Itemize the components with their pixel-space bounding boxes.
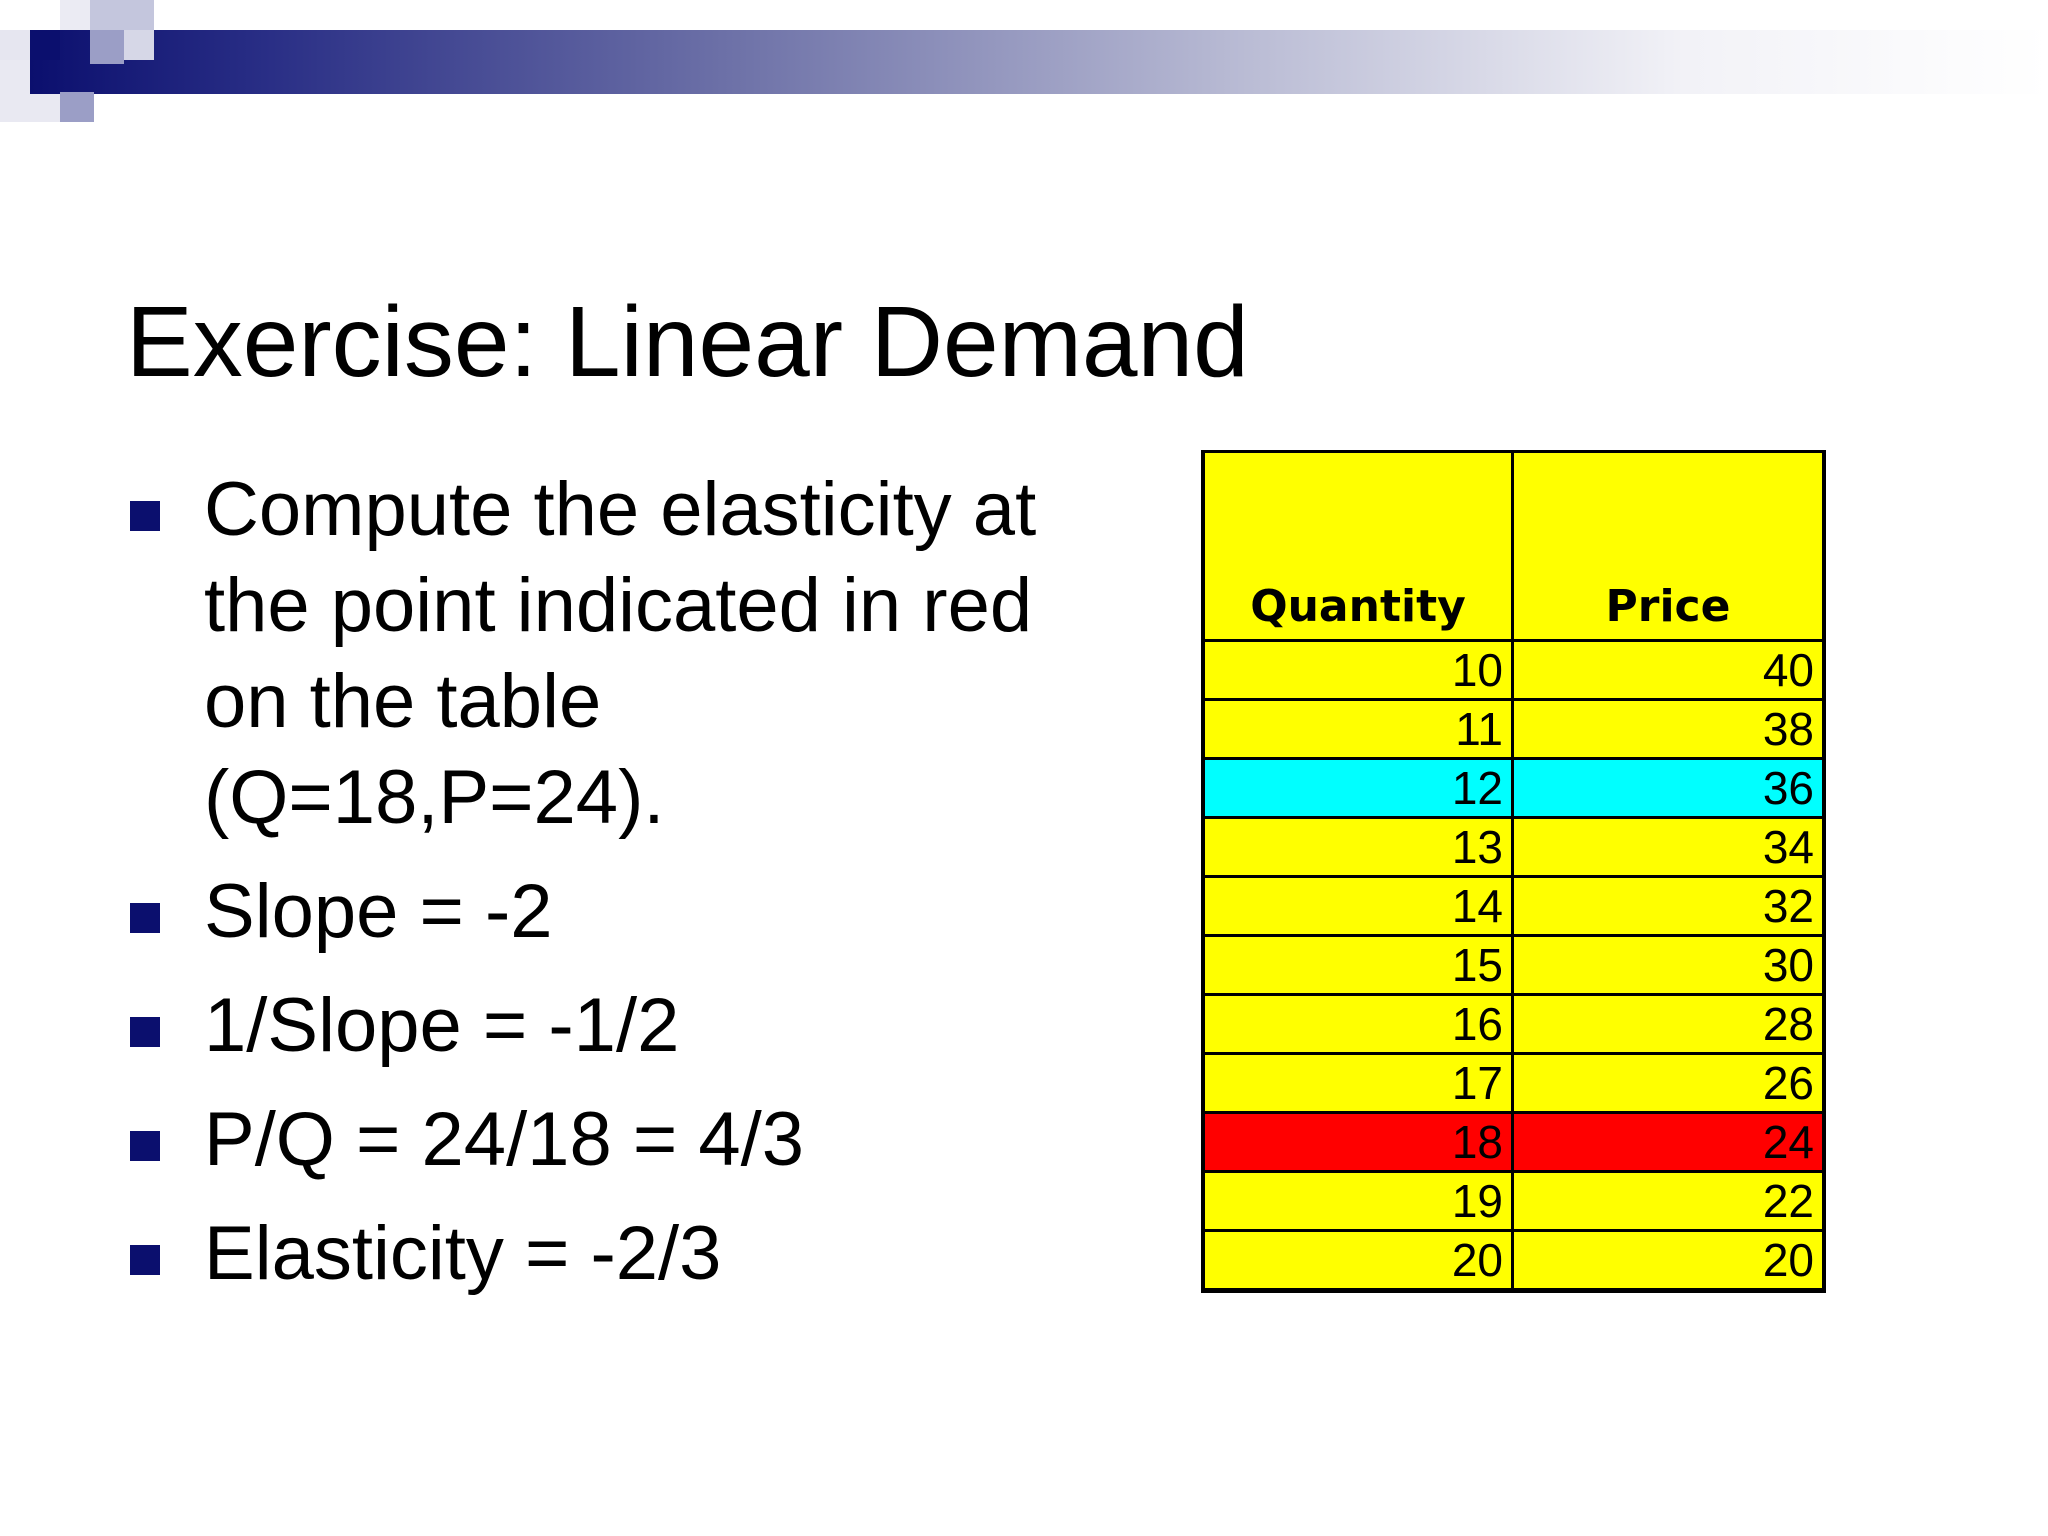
decorative-square	[60, 0, 90, 30]
bullet-text: 1/Slope = -1/2	[204, 983, 680, 1068]
decorative-square	[0, 30, 30, 60]
table-row: 14 32	[1201, 875, 1826, 937]
bullet-item: P/Q = 24/18 = 4/3	[128, 1092, 1068, 1188]
table-row-highlighted-red: 18 24	[1201, 1111, 1826, 1173]
slide-title: Exercise: Linear Demand	[126, 286, 1249, 398]
table-row: 17 26	[1201, 1052, 1826, 1114]
price-cell: 28	[1511, 993, 1826, 1055]
price-cell: 38	[1511, 698, 1826, 760]
bullet-text: P/Q = 24/18 = 4/3	[204, 1097, 804, 1182]
quantity-cell: 19	[1201, 1170, 1514, 1232]
table-row: 13 34	[1201, 816, 1826, 878]
table-body: 10 40 11 38 12 36 13 34 14 32 15 30	[1201, 639, 1826, 1293]
quantity-cell: 11	[1201, 698, 1514, 760]
price-cell: 34	[1511, 816, 1826, 878]
quantity-cell: 10	[1201, 639, 1514, 701]
table-row: 11 38	[1201, 698, 1826, 760]
price-cell: 24	[1511, 1111, 1826, 1173]
square-bullet-icon	[130, 501, 160, 531]
bullet-item: 1/Slope = -1/2	[128, 978, 1068, 1074]
table-row-highlighted-cyan: 12 36	[1201, 757, 1826, 819]
price-cell: 22	[1511, 1170, 1826, 1232]
decorative-square	[90, 0, 154, 30]
price-cell: 36	[1511, 757, 1826, 819]
bullet-text: Compute the elasticity at the point indi…	[204, 467, 1037, 840]
price-cell: 30	[1511, 934, 1826, 996]
price-header: Price	[1511, 450, 1826, 642]
price-cell: 32	[1511, 875, 1826, 937]
quantity-cell: 12	[1201, 757, 1514, 819]
square-bullet-icon	[130, 1245, 160, 1275]
square-bullet-icon	[130, 1131, 160, 1161]
price-cell: 20	[1511, 1229, 1826, 1293]
decorative-square	[30, 30, 60, 60]
table-header-row: Quantity Price	[1201, 450, 1826, 642]
demand-table: Quantity Price 10 40 11 38 12 36 13 34 1	[1201, 450, 1826, 1293]
quantity-cell: 16	[1201, 993, 1514, 1055]
decorative-square	[60, 92, 94, 122]
decorative-square	[124, 30, 154, 60]
bullet-item: Elasticity = -2/3	[128, 1206, 1068, 1302]
title-banner	[30, 30, 2048, 94]
table-row: 16 28	[1201, 993, 1826, 1055]
quantity-cell: 14	[1201, 875, 1514, 937]
square-bullet-icon	[130, 903, 160, 933]
quantity-cell: 17	[1201, 1052, 1514, 1114]
quantity-cell: 18	[1201, 1111, 1514, 1173]
price-cell: 40	[1511, 639, 1826, 701]
bullet-item: Compute the elasticity at the point indi…	[128, 462, 1068, 846]
quantity-cell: 20	[1201, 1229, 1514, 1293]
price-cell: 26	[1511, 1052, 1826, 1114]
table-row: 20 20	[1201, 1229, 1826, 1293]
quantity-cell: 15	[1201, 934, 1514, 996]
square-bullet-icon	[130, 1017, 160, 1047]
quantity-header: Quantity	[1201, 450, 1514, 642]
bullet-text: Elasticity = -2/3	[204, 1211, 722, 1296]
table-row: 19 22	[1201, 1170, 1826, 1232]
quantity-cell: 13	[1201, 816, 1514, 878]
bullet-list: Compute the elasticity at the point indi…	[128, 462, 1068, 1320]
table-row: 10 40	[1201, 639, 1826, 701]
decorative-square	[90, 30, 124, 64]
decorative-square	[0, 0, 30, 30]
bullet-text: Slope = -2	[204, 869, 553, 954]
bullet-item: Slope = -2	[128, 864, 1068, 960]
table-row: 15 30	[1201, 934, 1826, 996]
